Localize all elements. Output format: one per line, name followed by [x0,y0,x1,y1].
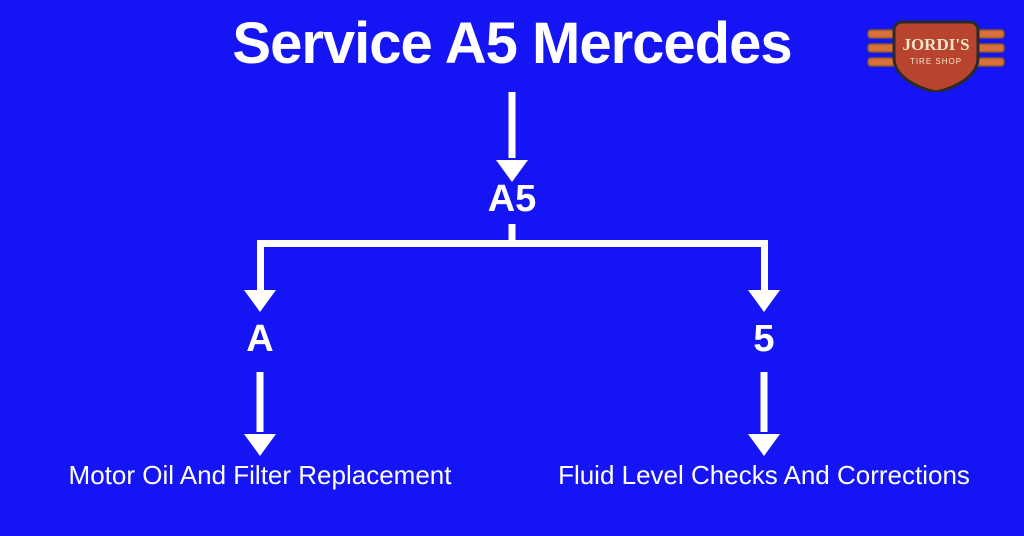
arrow-right-to-desc [748,372,780,454]
logo-text-main: JORDI'S [902,35,969,54]
logo-svg: JORDI'S TIRE SHOP [866,14,1006,92]
arrow-title-to-root [496,92,528,180]
arrow-left-to-desc [244,372,276,454]
node-root: A5 [488,178,537,221]
page-title: Service A5 Mercedes [232,10,791,77]
diagram-canvas: Service A5 Mercedes JORDI'S TIRE SHOP A5 [0,0,1024,536]
node-left: A [246,318,273,361]
desc-left: Motor Oil And Filter Replacement [69,460,452,491]
logo-text-sub: TIRE SHOP [910,57,962,66]
jordis-tire-shop-logo: JORDI'S TIRE SHOP [866,14,1006,92]
desc-right: Fluid Level Checks And Corrections [558,460,970,491]
split-bracket [260,224,764,314]
node-right: 5 [753,318,774,361]
